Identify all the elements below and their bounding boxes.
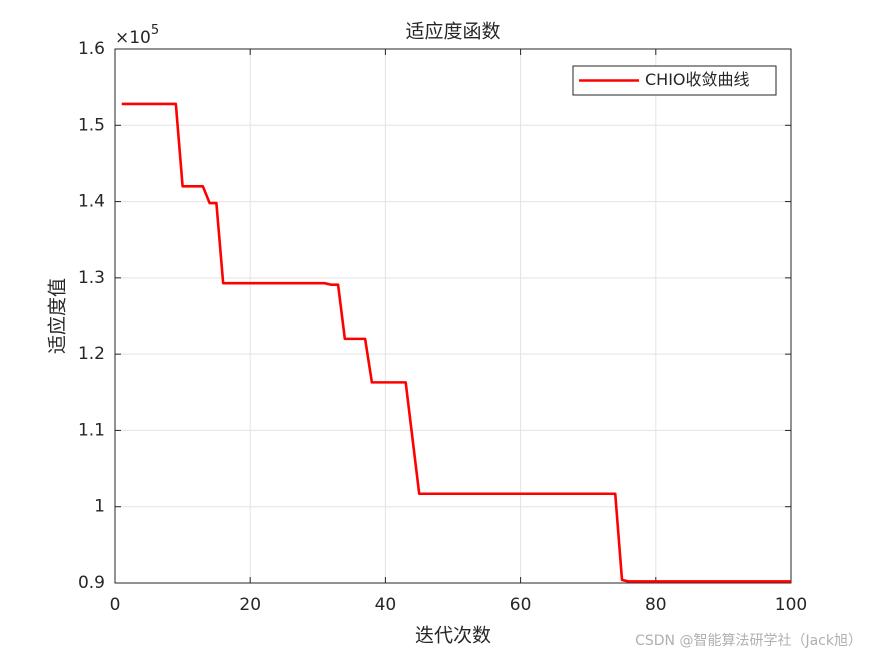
- y-exponent-base: ×10: [115, 28, 151, 48]
- y-exponent: ×105: [115, 23, 159, 49]
- x-tick-label: 40: [375, 595, 397, 615]
- y-exponent-power: 5: [151, 23, 159, 38]
- plot-frame: [114, 48, 792, 584]
- legend-label: CHIO收敛曲线: [645, 70, 750, 89]
- x-axis-label: 迭代次数: [415, 625, 491, 647]
- chart-title: 适应度函数: [405, 21, 500, 43]
- x-tick-label: 60: [510, 595, 532, 615]
- x-tick-label: 0: [110, 595, 121, 615]
- y-axis-label: 适应度值: [47, 278, 69, 354]
- y-tick-label: 1: [94, 497, 105, 517]
- y-tick-label: 1.3: [78, 268, 105, 288]
- data-line: [121, 102, 791, 583]
- y-tick-label: 1.4: [78, 192, 105, 212]
- x-tick-label: 100: [775, 595, 807, 615]
- plot-area: 0 20 40 60 80 100 0.9 1 1.1 1.2 1.3 1.4 1.5 1.6 CHIO收敛…: [78, 39, 807, 615]
- plot-background: [115, 49, 791, 583]
- y-tick-label: 1.5: [78, 115, 105, 135]
- watermark: CSDN @智能算法研学社（Jack旭）: [635, 633, 862, 649]
- y-tick-label: 1.6: [78, 39, 105, 59]
- y-tick-label: 1.2: [78, 344, 105, 364]
- x-tick-label: 80: [645, 595, 667, 615]
- y-tick-label: 1.1: [78, 420, 105, 440]
- y-tick-label: 0.9: [78, 573, 105, 593]
- x-tick-label: 20: [239, 595, 261, 615]
